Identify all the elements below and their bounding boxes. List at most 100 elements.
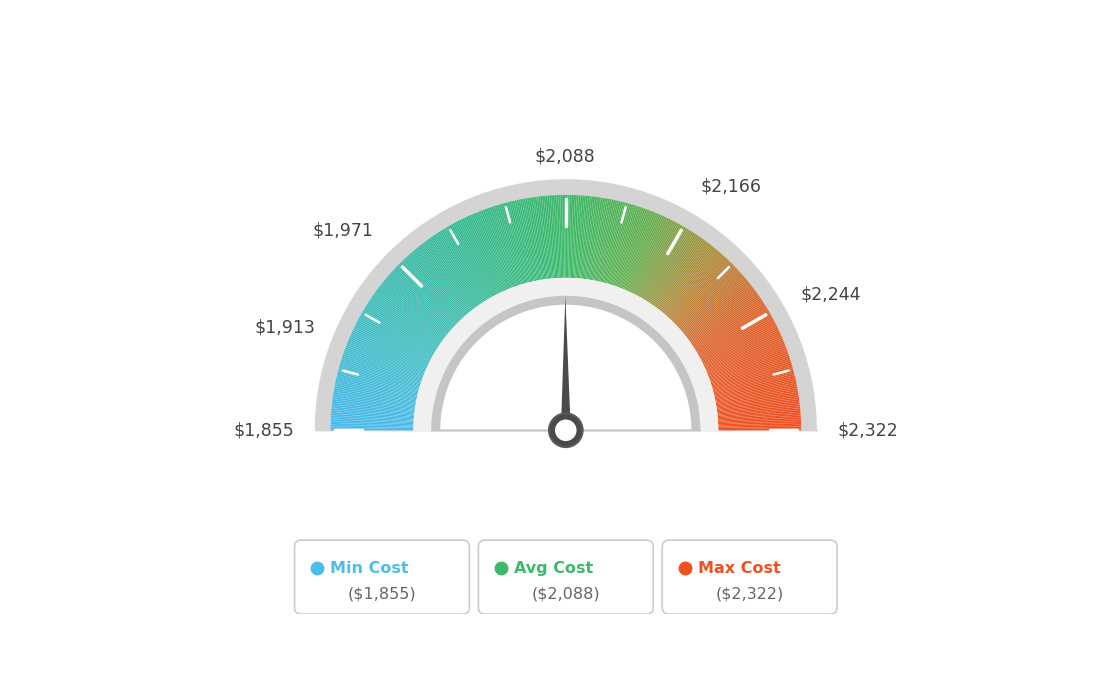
Wedge shape — [710, 354, 789, 382]
Wedge shape — [623, 212, 656, 289]
Wedge shape — [687, 286, 753, 338]
Wedge shape — [580, 196, 590, 279]
Wedge shape — [344, 349, 423, 379]
Wedge shape — [456, 221, 496, 295]
Wedge shape — [718, 406, 800, 416]
Wedge shape — [518, 199, 537, 281]
Wedge shape — [432, 235, 480, 305]
Wedge shape — [718, 417, 800, 423]
Wedge shape — [692, 298, 762, 346]
Wedge shape — [542, 196, 552, 279]
Text: ($2,322): ($2,322) — [715, 586, 784, 602]
Wedge shape — [641, 226, 684, 299]
Wedge shape — [654, 237, 702, 306]
Wedge shape — [716, 393, 798, 408]
Wedge shape — [427, 239, 477, 307]
Wedge shape — [336, 379, 417, 398]
Wedge shape — [335, 386, 416, 403]
Wedge shape — [351, 332, 427, 368]
Wedge shape — [357, 320, 431, 360]
Text: $2,088: $2,088 — [534, 148, 595, 166]
Wedge shape — [352, 330, 428, 366]
Wedge shape — [713, 370, 794, 393]
Wedge shape — [681, 277, 746, 332]
Wedge shape — [431, 237, 479, 306]
Polygon shape — [561, 296, 571, 431]
Wedge shape — [337, 373, 417, 395]
Wedge shape — [509, 201, 530, 282]
Wedge shape — [697, 309, 768, 353]
Wedge shape — [604, 202, 626, 283]
Wedge shape — [435, 233, 482, 304]
Wedge shape — [616, 208, 646, 287]
Wedge shape — [422, 243, 474, 310]
Wedge shape — [360, 314, 434, 356]
Wedge shape — [657, 242, 709, 309]
Wedge shape — [689, 290, 756, 341]
Wedge shape — [703, 328, 778, 366]
Wedge shape — [614, 207, 643, 286]
Wedge shape — [429, 237, 478, 306]
Wedge shape — [402, 260, 460, 321]
Wedge shape — [559, 195, 562, 278]
Wedge shape — [426, 240, 476, 308]
Wedge shape — [388, 275, 452, 331]
Wedge shape — [714, 377, 796, 397]
Wedge shape — [696, 307, 767, 352]
Wedge shape — [332, 397, 415, 410]
Wedge shape — [627, 215, 662, 291]
Wedge shape — [424, 241, 475, 308]
Wedge shape — [372, 295, 442, 344]
Wedge shape — [675, 265, 735, 324]
Wedge shape — [603, 202, 625, 283]
Wedge shape — [331, 417, 414, 423]
Wedge shape — [407, 255, 464, 317]
Wedge shape — [672, 262, 732, 322]
Wedge shape — [350, 335, 426, 370]
Text: $2,244: $2,244 — [800, 286, 861, 304]
Wedge shape — [353, 328, 428, 366]
Wedge shape — [668, 255, 724, 317]
Wedge shape — [634, 219, 672, 295]
Wedge shape — [532, 197, 545, 279]
Wedge shape — [373, 293, 442, 343]
Wedge shape — [556, 195, 561, 278]
Wedge shape — [522, 199, 539, 281]
Wedge shape — [705, 335, 782, 370]
Wedge shape — [477, 211, 510, 289]
Text: ($1,855): ($1,855) — [348, 586, 416, 602]
Wedge shape — [347, 342, 425, 374]
Wedge shape — [618, 210, 649, 288]
Wedge shape — [640, 225, 682, 298]
Wedge shape — [677, 269, 739, 327]
Wedge shape — [414, 249, 468, 313]
Wedge shape — [378, 288, 445, 339]
Wedge shape — [710, 356, 789, 383]
Wedge shape — [704, 333, 782, 368]
FancyBboxPatch shape — [478, 540, 654, 614]
Wedge shape — [598, 200, 617, 282]
Wedge shape — [383, 280, 448, 334]
FancyBboxPatch shape — [295, 540, 469, 614]
Wedge shape — [447, 226, 490, 299]
Wedge shape — [620, 210, 652, 288]
Wedge shape — [570, 195, 573, 278]
Wedge shape — [638, 223, 679, 297]
Wedge shape — [511, 201, 531, 282]
Wedge shape — [453, 223, 493, 297]
Wedge shape — [696, 306, 766, 351]
Wedge shape — [657, 241, 708, 308]
Wedge shape — [571, 195, 575, 278]
Wedge shape — [331, 410, 414, 418]
Wedge shape — [330, 428, 413, 431]
Wedge shape — [697, 310, 769, 354]
Wedge shape — [400, 262, 459, 322]
Wedge shape — [485, 209, 514, 287]
Wedge shape — [359, 317, 432, 358]
Wedge shape — [527, 198, 542, 280]
Wedge shape — [631, 218, 669, 293]
Wedge shape — [719, 428, 802, 431]
Wedge shape — [347, 344, 424, 375]
Wedge shape — [607, 204, 631, 284]
Wedge shape — [332, 395, 415, 408]
